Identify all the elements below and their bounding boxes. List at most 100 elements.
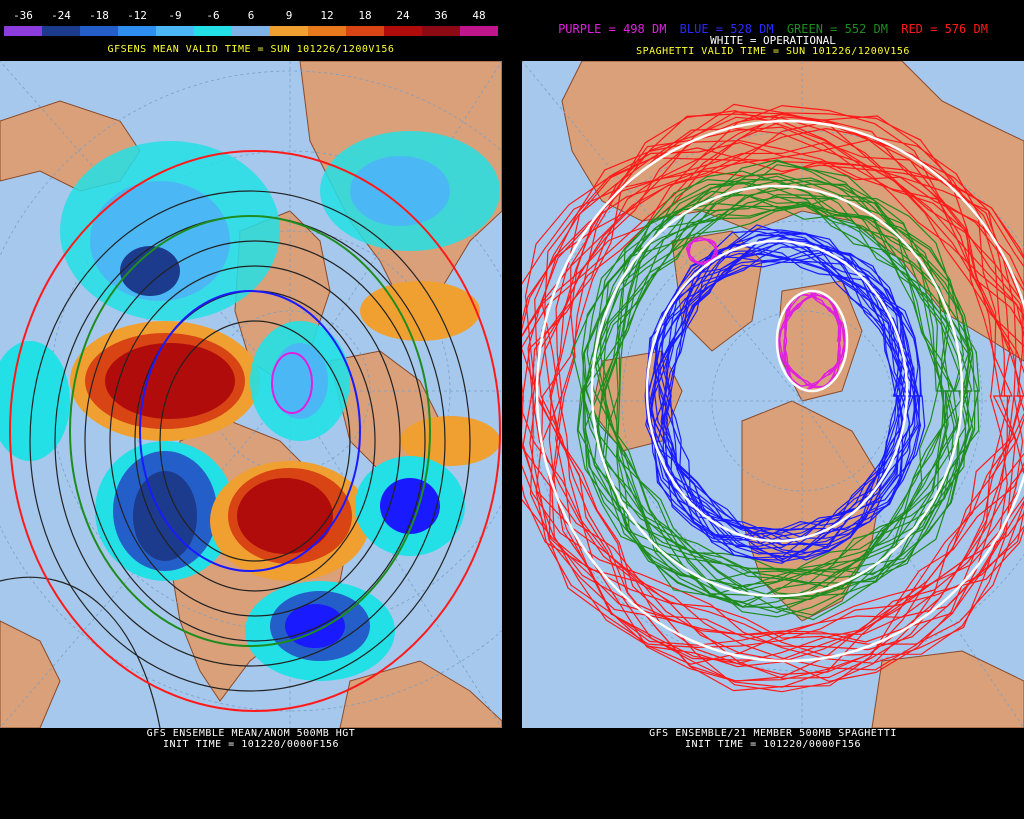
member-576dm <box>551 110 1024 665</box>
member-528dm <box>660 244 922 559</box>
colorbar-tick-label: 9 <box>285 9 293 22</box>
colorbar-swatch <box>422 26 460 36</box>
member-552dm <box>576 164 959 579</box>
member-576dm <box>524 157 1024 692</box>
legend-white: WHITE = OPERATIONAL <box>710 34 836 47</box>
grid-meridian <box>0 61 291 392</box>
legend-purple: PURPLE = 498 DM <box>558 22 667 36</box>
colorbar-swatch <box>232 26 270 36</box>
member-552dm <box>584 159 971 573</box>
member-552dm <box>602 190 972 596</box>
colorbar-tick-label: 18 <box>358 9 372 22</box>
right-map-title: SPAGHETTI VALID TIME = SUN 101226/1200V1… <box>636 46 910 57</box>
colorbar-swatch <box>308 26 346 36</box>
legend-red: RED = 576 DM <box>901 22 988 36</box>
anomaly-positive <box>105 343 235 419</box>
member-576dm <box>534 147 1024 682</box>
member-576dm <box>522 115 1008 664</box>
colorbar-tick-label: -9 <box>168 9 182 22</box>
colorbar-swatch <box>270 26 308 36</box>
anomaly-fills <box>0 131 500 681</box>
grid-circle <box>209 310 371 472</box>
grid-meridian <box>289 390 502 728</box>
height-contour <box>84 240 426 642</box>
colorbar-tick-label: 12 <box>320 9 334 22</box>
member-552dm <box>604 170 979 597</box>
land-south-america <box>871 650 1024 728</box>
spaghetti-map <box>522 61 1024 728</box>
member-576dm <box>522 112 1017 657</box>
member-498dm <box>784 294 846 391</box>
grid-circle <box>711 310 893 492</box>
height-contour <box>109 265 401 617</box>
anomaly-negative <box>380 478 440 534</box>
member-552dm <box>571 194 951 621</box>
spaghetti-panel: PURPLE = 498 DM BLUE = 528 DM GREEN = 55… <box>522 0 1024 819</box>
colorbar-tick-label: 36 <box>434 9 448 22</box>
height-contour <box>159 320 351 562</box>
height-contour <box>0 576 161 728</box>
member-576dm <box>548 116 1024 661</box>
contour-legend: PURPLE = 498 DM BLUE = 528 DM GREEN = 55… <box>522 22 1024 36</box>
colorbar-tick-label: -24 <box>51 9 71 22</box>
member-576dm <box>522 139 1017 679</box>
land-south-america <box>339 660 502 728</box>
contour-528dm <box>139 290 361 572</box>
right-footer-line2: INIT TIME = 101220/0000F156 <box>684 739 862 750</box>
colorbar-swatch <box>384 26 422 36</box>
colorbar-swatch <box>118 26 156 36</box>
spaghetti-576dm <box>522 103 1024 693</box>
colorbar-tick-label: 48 <box>472 9 486 22</box>
member-552dm <box>601 178 973 591</box>
spaghetti-552dm <box>571 159 980 621</box>
colorbar-tick-label: -12 <box>127 9 147 22</box>
member-552dm <box>577 179 951 590</box>
member-576dm <box>541 113 1024 649</box>
anomaly-colorbar: -36 -24 -18 -12 -9 -6 6 9 12 18 24 36 48 <box>4 4 498 36</box>
colorbar-tick-label: 24 <box>396 9 410 22</box>
member-528dm <box>660 234 921 545</box>
colorbar-swatch <box>80 26 118 36</box>
right-footer: GFS ENSEMBLE/21 MEMBER 500MB SPAGHETTI I… <box>522 728 1024 750</box>
height-contour <box>29 190 471 692</box>
operational-contours <box>535 119 1024 663</box>
member-552dm <box>615 178 980 603</box>
colorbar-tick-label: -18 <box>89 9 109 22</box>
colorbar-tick-label: -36 <box>13 9 33 22</box>
anomaly-positive <box>237 478 333 554</box>
left-footer-line1: GFS ENSEMBLE MEAN/ANOM 500MB HGT <box>146 728 356 739</box>
member-498dm <box>778 291 842 388</box>
mean-anomaly-map <box>0 61 502 728</box>
member-576dm <box>549 126 1024 665</box>
left-footer-line2: INIT TIME = 101220/0000F156 <box>162 739 340 750</box>
right-map-svg <box>522 61 1024 728</box>
colorbar-tick-label: 6 <box>247 9 255 22</box>
anomaly-negative <box>285 604 345 648</box>
operational-528dm <box>645 239 909 543</box>
legend-green: GREEN = 552 DM <box>786 22 888 36</box>
contour-498dm <box>271 352 313 414</box>
mean-anomaly-panel: -36 -24 -18 -12 -9 -6 6 9 12 18 24 36 48 GFSENS MEAN… <box>0 0 502 819</box>
member-576dm <box>522 121 1009 671</box>
member-552dm <box>599 194 971 608</box>
anomaly-negative <box>133 471 197 561</box>
member-552dm <box>615 182 980 608</box>
member-576dm <box>555 128 1024 668</box>
member-552dm <box>593 172 967 582</box>
grid-meridian <box>289 61 502 392</box>
member-498dm <box>687 237 719 264</box>
operational-552dm <box>590 184 964 598</box>
key-contours <box>9 150 501 712</box>
anomaly-negative <box>0 341 70 461</box>
left-map-svg <box>0 61 502 728</box>
left-map-title: GFSENS MEAN VALID TIME = SUN 101226/1200… <box>107 44 395 55</box>
panel-divider <box>502 0 522 819</box>
legend-blue: BLUE = 528 DM <box>679 22 774 36</box>
member-552dm <box>583 196 950 599</box>
colorbar-swatch <box>194 26 232 36</box>
colorbar-swatch <box>156 26 194 36</box>
contour-552dm <box>69 215 431 647</box>
colorbar-swatch <box>460 26 498 36</box>
grid-circle <box>531 130 1024 672</box>
contour-576dm <box>9 150 501 712</box>
